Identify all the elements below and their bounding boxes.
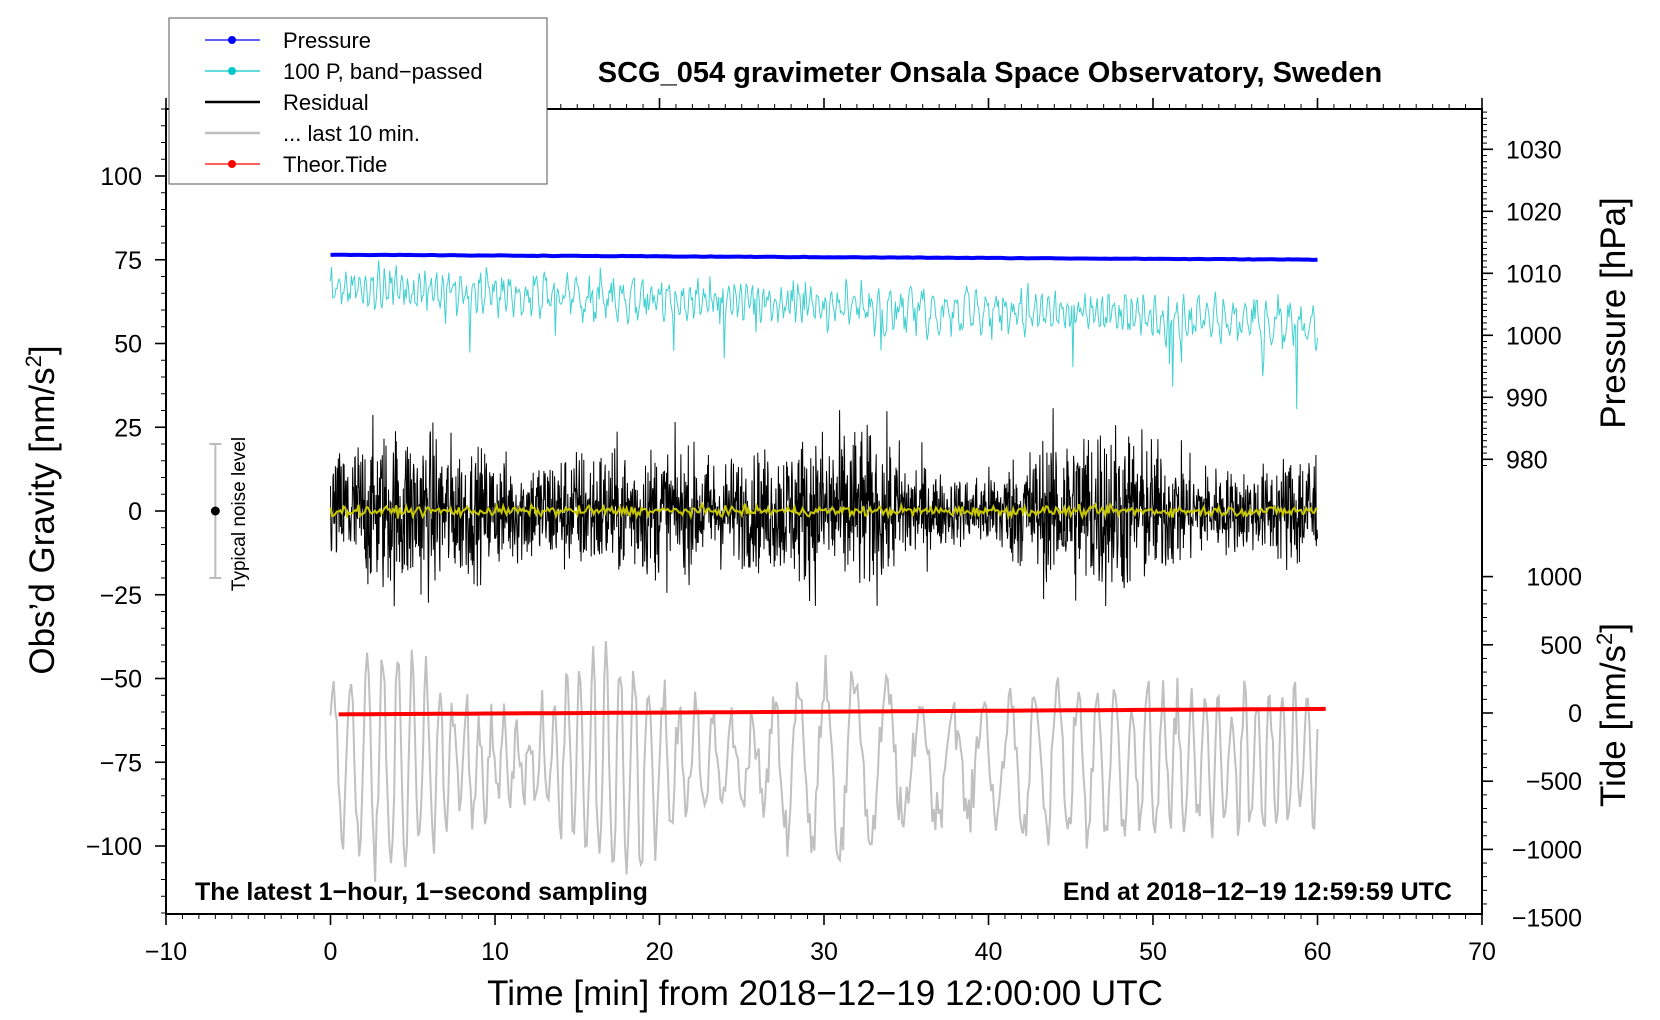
x-tick-label: 60 <box>1304 938 1332 966</box>
tide-tick-label: −500 <box>1526 768 1582 796</box>
chart-title: SCG_054 gravimeter Onsala Space Observat… <box>598 57 1382 89</box>
y-axis-title-left-sup: 2 <box>21 355 46 367</box>
annotation-right: End at 2018−12−19 12:59:59 UTC <box>1063 878 1452 906</box>
y-axis-title-left-text: Obs’d Gravity [nm/s <box>23 367 62 674</box>
legend-entries: Pressure 100 P, band−passed Residual ... la… <box>205 28 483 177</box>
x-tick-label: 10 <box>481 938 509 966</box>
y-tick-label: 100 <box>100 163 142 191</box>
pressure-tick-label: 1000 <box>1506 322 1562 350</box>
tide-axis-title-sup: 2 <box>1592 633 1617 645</box>
tide-tick-label: 500 <box>1540 632 1582 660</box>
legend-marker <box>228 67 236 75</box>
y-axis-title-left-close: ] <box>23 345 62 355</box>
tide-line <box>338 706 1326 717</box>
x-tick-label: 70 <box>1468 938 1496 966</box>
legend-label: Residual <box>283 90 369 115</box>
residual-smoothed-line <box>329 501 1318 521</box>
tide-axis-title-text: Tide [nm/s <box>1594 645 1633 807</box>
tide-axis-ticks: 1000 500 0 −500 −1000 −1500 <box>1482 564 1582 933</box>
pressure-tick-label: 1020 <box>1506 198 1562 226</box>
tide-tick-label: 1000 <box>1526 564 1582 592</box>
y-tick-label: −75 <box>100 749 142 777</box>
noise-level-indicator <box>209 443 222 579</box>
y-tick-label: 25 <box>114 414 142 442</box>
last-10-min-line <box>329 641 1319 882</box>
pressure-tick-label: 1010 <box>1506 260 1562 288</box>
x-tick-label: −10 <box>145 938 187 966</box>
tide-axis-title: Tide [nm/s2] <box>1592 623 1633 807</box>
x-tick-label: 50 <box>1139 938 1167 966</box>
residual-smoothed-series <box>329 501 1318 521</box>
x-tick-label: 0 <box>324 938 338 966</box>
tide-axis-title-close: ] <box>1594 623 1633 633</box>
pressure-axis-title: Pressure [hPa] <box>1594 197 1633 429</box>
pressure-tick-label: 990 <box>1506 384 1548 412</box>
annotation-left: The latest 1−hour, 1−second sampling <box>195 878 648 906</box>
y-tick-label: 75 <box>114 247 142 275</box>
y-tick-label: −50 <box>100 666 142 694</box>
pressure-series <box>330 252 1318 262</box>
x-axis-title: Time [min] from 2018−12−19 12:00:00 UTC <box>487 974 1163 1013</box>
pressure-tick-label: 980 <box>1506 446 1548 474</box>
y-tick-label: −25 <box>100 582 142 610</box>
pressure-tick-label: 1030 <box>1506 136 1562 164</box>
legend-label: Theor.Tide <box>283 152 387 177</box>
pressure-line <box>330 252 1318 262</box>
legend-marker <box>228 160 236 168</box>
tide-tick-label: −1000 <box>1512 836 1582 864</box>
x-tick-label: 20 <box>646 938 674 966</box>
legend-marker <box>228 36 236 44</box>
legend-label: Pressure <box>283 28 371 53</box>
legend: Pressure 100 P, band−passed Residual ... la… <box>168 17 548 185</box>
tide-tick-label: 0 <box>1568 700 1582 728</box>
y-tick-label: −100 <box>86 833 142 861</box>
y-tick-label: 0 <box>128 498 142 526</box>
legend-label: 100 P, band−passed <box>283 59 483 84</box>
residual-series <box>330 408 1318 607</box>
residual-line <box>330 408 1318 607</box>
last-10-min-series <box>329 641 1319 882</box>
x-tick-label: 40 <box>975 938 1003 966</box>
legend-label: ... last 10 min. <box>283 121 420 146</box>
tide-tick-label: −1500 <box>1512 905 1582 933</box>
y-tick-label: 50 <box>114 331 142 359</box>
noise-level-label: Typical noise level <box>229 437 250 591</box>
band-passed-line <box>330 260 1318 410</box>
noise-center-dot <box>210 506 220 516</box>
y-axis-ticks: 100 75 50 25 0 −25 −50 −75 −100 <box>86 108 166 914</box>
pressure-axis-ticks: 1030 1020 1010 1000 990 980 <box>1482 111 1562 474</box>
x-tick-label: 30 <box>810 938 838 966</box>
y-axis-title-left: Obs’d Gravity [nm/s2] <box>21 345 62 674</box>
band-passed-pressure-series <box>330 260 1318 410</box>
tide-series <box>338 706 1326 717</box>
x-axis-ticks: −10 0 10 20 30 40 50 60 70 <box>145 98 1496 966</box>
